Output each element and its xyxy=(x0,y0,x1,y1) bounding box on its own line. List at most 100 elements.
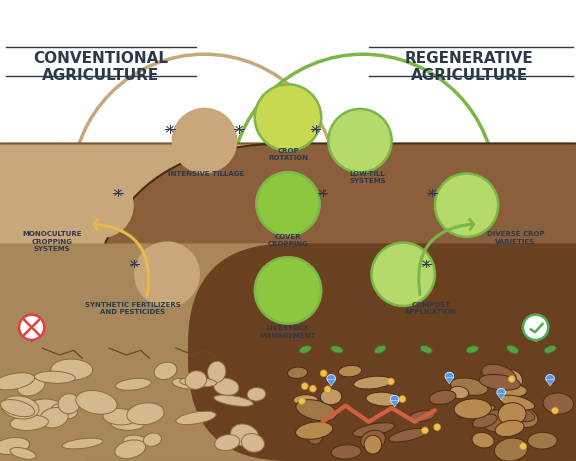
Circle shape xyxy=(508,376,515,383)
Ellipse shape xyxy=(472,432,494,448)
FancyBboxPatch shape xyxy=(0,243,374,461)
Ellipse shape xyxy=(51,359,93,380)
Ellipse shape xyxy=(127,403,164,425)
Ellipse shape xyxy=(498,402,526,426)
FancyBboxPatch shape xyxy=(188,243,576,461)
Ellipse shape xyxy=(154,362,177,379)
Ellipse shape xyxy=(497,388,505,396)
Ellipse shape xyxy=(429,390,456,404)
Circle shape xyxy=(135,242,199,306)
Circle shape xyxy=(320,370,327,377)
Ellipse shape xyxy=(543,393,574,414)
Ellipse shape xyxy=(230,424,259,447)
Ellipse shape xyxy=(366,392,401,406)
FancyBboxPatch shape xyxy=(88,143,576,461)
Circle shape xyxy=(324,386,331,393)
Ellipse shape xyxy=(494,438,528,461)
Ellipse shape xyxy=(207,361,226,383)
Circle shape xyxy=(372,242,435,306)
Circle shape xyxy=(301,383,308,390)
Ellipse shape xyxy=(10,448,36,459)
Ellipse shape xyxy=(140,404,159,417)
Circle shape xyxy=(255,257,321,324)
Ellipse shape xyxy=(364,435,382,454)
Polygon shape xyxy=(391,401,399,407)
Ellipse shape xyxy=(17,376,45,396)
Ellipse shape xyxy=(27,399,64,418)
Polygon shape xyxy=(445,378,453,384)
Ellipse shape xyxy=(353,423,395,437)
Ellipse shape xyxy=(449,386,469,399)
Ellipse shape xyxy=(410,411,435,421)
Ellipse shape xyxy=(299,346,312,353)
Ellipse shape xyxy=(445,372,453,380)
Text: DIVERSE CROP
VARIETIES: DIVERSE CROP VARIETIES xyxy=(487,231,544,245)
Ellipse shape xyxy=(123,435,149,449)
Ellipse shape xyxy=(10,415,48,431)
Ellipse shape xyxy=(450,378,488,396)
Ellipse shape xyxy=(295,422,333,439)
Text: CROP
ROTATION: CROP ROTATION xyxy=(268,148,308,161)
Ellipse shape xyxy=(495,420,524,437)
Ellipse shape xyxy=(214,378,239,396)
Ellipse shape xyxy=(500,395,535,410)
Ellipse shape xyxy=(247,388,266,401)
Circle shape xyxy=(435,173,498,237)
Ellipse shape xyxy=(35,371,75,384)
Ellipse shape xyxy=(374,345,386,354)
Ellipse shape xyxy=(327,374,335,382)
Ellipse shape xyxy=(76,390,117,414)
Ellipse shape xyxy=(528,432,557,449)
Circle shape xyxy=(309,385,316,392)
Text: INTENSIVE TILLAGE: INTENSIVE TILLAGE xyxy=(168,171,244,177)
Circle shape xyxy=(328,109,392,172)
Ellipse shape xyxy=(214,395,253,406)
Ellipse shape xyxy=(499,384,527,397)
Text: COVER
CROPPING: COVER CROPPING xyxy=(268,234,308,247)
Ellipse shape xyxy=(503,405,538,427)
Ellipse shape xyxy=(354,376,392,389)
Ellipse shape xyxy=(176,411,216,425)
Ellipse shape xyxy=(0,400,35,417)
Polygon shape xyxy=(497,394,505,400)
Ellipse shape xyxy=(339,365,362,377)
Ellipse shape xyxy=(103,408,137,425)
Ellipse shape xyxy=(481,410,511,432)
Ellipse shape xyxy=(180,378,217,387)
Ellipse shape xyxy=(185,371,207,390)
Circle shape xyxy=(388,378,395,385)
Circle shape xyxy=(523,315,548,340)
Ellipse shape xyxy=(420,346,433,353)
Circle shape xyxy=(422,427,429,434)
Ellipse shape xyxy=(545,374,555,382)
Ellipse shape xyxy=(466,346,479,353)
Ellipse shape xyxy=(58,394,79,414)
Ellipse shape xyxy=(544,346,556,353)
Polygon shape xyxy=(545,380,554,386)
Ellipse shape xyxy=(287,367,308,378)
Ellipse shape xyxy=(111,416,145,431)
Circle shape xyxy=(552,407,559,414)
Circle shape xyxy=(255,84,321,151)
Ellipse shape xyxy=(482,364,517,385)
Text: COMPOST
APPLICATION: COMPOST APPLICATION xyxy=(405,302,457,315)
Ellipse shape xyxy=(62,438,103,449)
Ellipse shape xyxy=(215,435,240,450)
Ellipse shape xyxy=(507,345,518,354)
Circle shape xyxy=(256,172,320,236)
Ellipse shape xyxy=(306,423,324,444)
Ellipse shape xyxy=(296,400,336,421)
Text: CONVENTIONAL
AGRICULTURE: CONVENTIONAL AGRICULTURE xyxy=(33,51,168,83)
Polygon shape xyxy=(327,380,335,386)
Circle shape xyxy=(298,397,305,404)
Text: SYNTHETIC FERTILIZERS
AND PESTICIDES: SYNTHETIC FERTILIZERS AND PESTICIDES xyxy=(85,302,180,315)
Text: MONOCULTURE
CROPPING
SYSTEMS: MONOCULTURE CROPPING SYSTEMS xyxy=(22,231,82,252)
Ellipse shape xyxy=(361,430,385,450)
Text: LIVESTOCK
MANAGEMENT: LIVESTOCK MANAGEMENT xyxy=(260,325,316,339)
Circle shape xyxy=(434,424,441,431)
Ellipse shape xyxy=(241,433,264,452)
Ellipse shape xyxy=(293,395,318,405)
Text: LOW-TILL
SYSTEMS: LOW-TILL SYSTEMS xyxy=(349,171,386,184)
Ellipse shape xyxy=(143,433,161,446)
Ellipse shape xyxy=(320,389,342,405)
